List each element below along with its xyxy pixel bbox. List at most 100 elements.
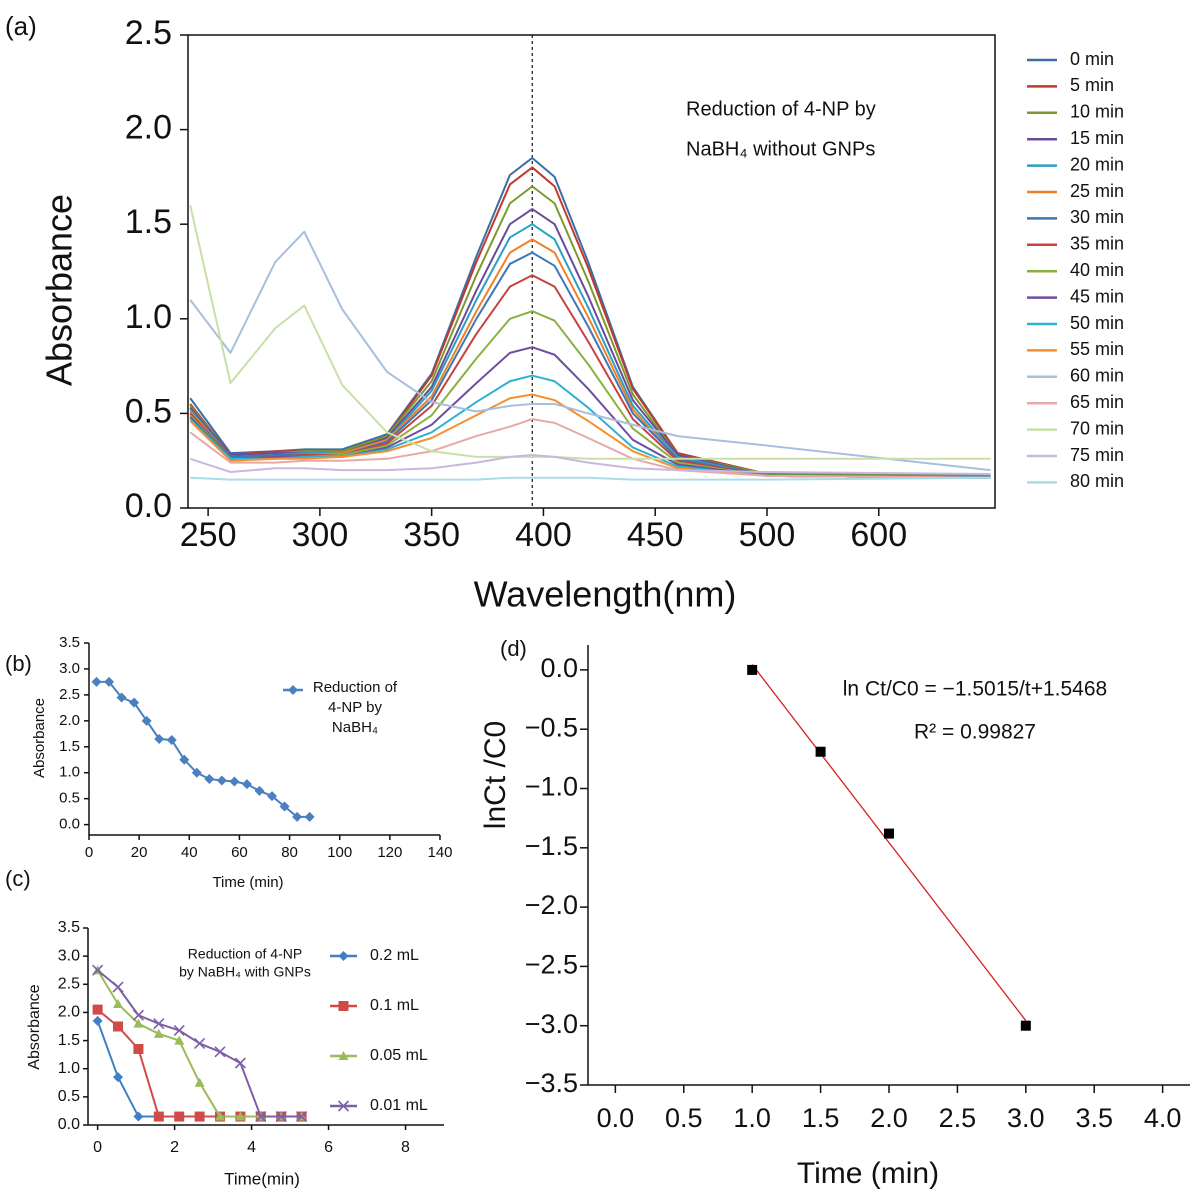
- x-tick-label: 2.5: [939, 1103, 977, 1133]
- legend-marker: [338, 951, 349, 961]
- legend-label: 45 min: [1070, 286, 1124, 306]
- y-tick-label: 1.0: [58, 1060, 80, 1077]
- legend-label: 65 min: [1070, 392, 1124, 412]
- fit-line: [751, 664, 1027, 1022]
- data-point: [215, 1111, 226, 1121]
- y-tick-label: 2.0: [125, 109, 172, 147]
- data-point: [815, 746, 826, 757]
- data-point: [173, 1024, 185, 1037]
- legend-label: 75 min: [1070, 445, 1124, 465]
- data-point: [254, 785, 265, 796]
- legend-label: 60 min: [1070, 366, 1124, 386]
- data-point: [153, 1018, 165, 1030]
- y-tick-label: 3.5: [59, 634, 80, 651]
- data-point: [216, 775, 227, 786]
- series-line: [189, 454, 991, 475]
- legend-label: 0.01 mL: [370, 1097, 428, 1114]
- legend-label: 20 min: [1070, 154, 1124, 174]
- legend-label: 70 min: [1070, 418, 1124, 438]
- series-line: [190, 476, 991, 481]
- data-point: [92, 1004, 103, 1015]
- data-point: [194, 1037, 206, 1049]
- legend-label: 0.1 mL: [370, 997, 419, 1014]
- data-point: [241, 779, 252, 790]
- legend-label: 80 min: [1070, 471, 1124, 491]
- annotation: NaBH₄ without GNPs: [686, 138, 875, 160]
- x-tick-label: 500: [739, 516, 796, 554]
- x-tick-label: 120: [377, 844, 402, 861]
- x-tick-label: 100: [327, 844, 352, 861]
- y-tick-label: 3.5: [58, 919, 80, 936]
- x-tick-label: 3.0: [1007, 1103, 1045, 1133]
- x-tick-label: 1.5: [802, 1103, 840, 1133]
- y-tick-label: 2.0: [58, 1004, 80, 1021]
- data-point: [116, 692, 127, 703]
- legend-label: 5 min: [1070, 75, 1114, 95]
- data-point: [174, 1035, 185, 1045]
- y-axis-title: Absorbance: [26, 984, 43, 1069]
- legend-label: 0 min: [1070, 49, 1114, 69]
- data-point: [133, 1111, 144, 1122]
- series-line: [189, 208, 991, 477]
- data-point: [141, 715, 152, 726]
- data-point: [166, 735, 177, 746]
- y-tick-label: −0.5: [525, 712, 578, 742]
- x-tick-label: 350: [403, 516, 460, 554]
- x-axis-title: Wavelength(nm): [474, 574, 737, 615]
- y-tick-label: 1.0: [59, 764, 80, 781]
- x-tick-label: 3.5: [1075, 1103, 1113, 1133]
- data-point: [112, 981, 124, 993]
- series-line: [189, 230, 991, 472]
- legend-box: Reduction of 4-NP by NaBH₄: [312, 679, 398, 736]
- data-point: [132, 1009, 144, 1021]
- x-tick-label: 1.0: [733, 1103, 771, 1133]
- y-tick-label: 0.0: [59, 816, 80, 833]
- data-point: [153, 1111, 164, 1122]
- y-axis-title: lnCt /C0: [479, 721, 512, 829]
- x-axis-title: Time (min): [797, 1157, 939, 1190]
- y-axis-title: Absorbance: [31, 698, 48, 778]
- panel-label: (a): [5, 11, 37, 41]
- data-point: [214, 1046, 226, 1058]
- data-point: [191, 767, 202, 778]
- data-point: [154, 734, 165, 744]
- legend-label: Reduction of 4-NP by NaBH₄: [312, 679, 398, 736]
- x-tick-label: 2.0: [870, 1103, 908, 1133]
- x-tick-label: 600: [850, 516, 907, 554]
- y-tick-label: 0.0: [125, 487, 172, 525]
- x-tick-label: 0.0: [597, 1103, 635, 1133]
- y-tick-label: 0.5: [59, 790, 80, 807]
- annotation: ln Ct/C0 = −1.5015/t+1.5468: [843, 678, 1107, 701]
- y-tick-label: 0.0: [540, 653, 578, 683]
- data-point: [275, 1110, 287, 1123]
- plot-frame: [187, 34, 996, 509]
- x-tick-label: 80: [281, 844, 298, 861]
- data-point: [267, 791, 278, 802]
- legend-marker: [338, 1051, 349, 1060]
- data-point: [255, 1110, 267, 1123]
- data-point: [174, 1111, 185, 1122]
- legend-label: 30 min: [1070, 207, 1124, 227]
- y-tick-label: −3.5: [525, 1068, 578, 1098]
- y-tick-label: 1.5: [58, 1032, 80, 1049]
- data-point: [194, 1077, 205, 1087]
- legend-label: 50 min: [1070, 313, 1124, 333]
- data-point: [133, 1044, 144, 1055]
- y-tick-label: 2.5: [59, 686, 80, 703]
- data-point: [292, 811, 303, 822]
- data-point: [153, 1028, 164, 1038]
- series-line: [96, 1020, 302, 1118]
- series-line: [189, 274, 991, 479]
- y-tick-label: −2.0: [525, 890, 578, 920]
- y-axis-title: Absorbance: [39, 194, 80, 386]
- x-tick-label: 20: [131, 844, 148, 861]
- y-tick-label: −3.0: [525, 1009, 578, 1039]
- data-point: [92, 964, 104, 976]
- annotation: by NaBH₄ with GNPs: [179, 964, 311, 980]
- legend-label: 35 min: [1070, 234, 1124, 254]
- y-tick-label: 3.0: [58, 947, 80, 964]
- x-tick-label: 8: [401, 1139, 410, 1156]
- x-tick-label: 6: [324, 1139, 333, 1156]
- x-tick-label: 300: [292, 516, 349, 554]
